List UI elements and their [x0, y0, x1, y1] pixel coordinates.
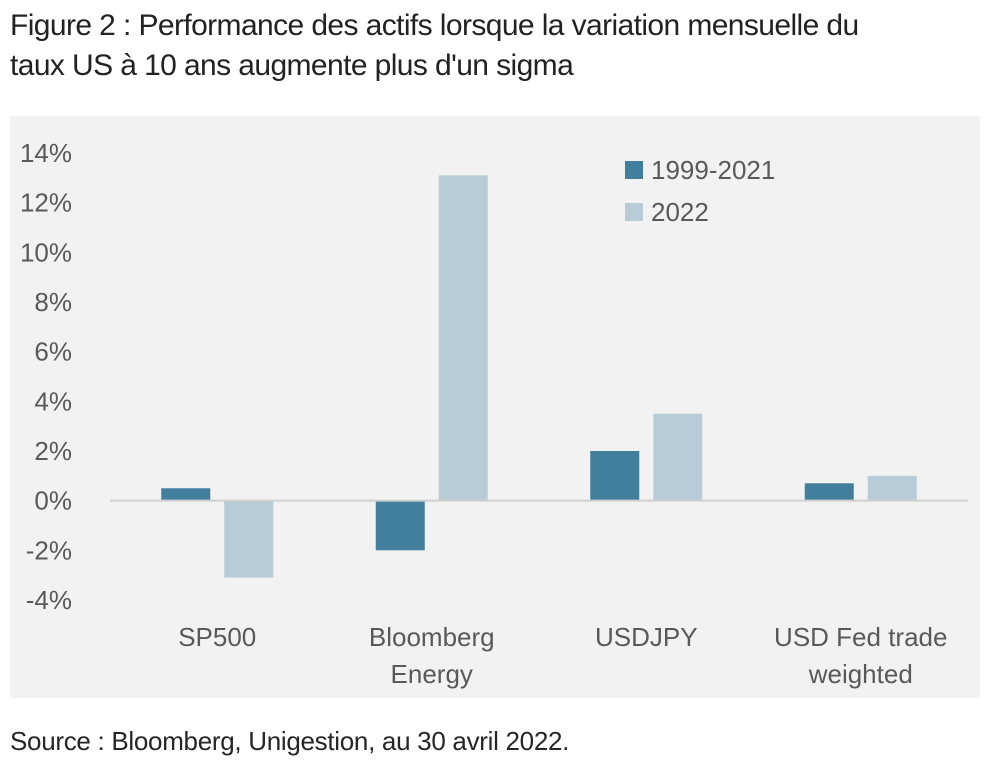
legend-label-2: 2022: [651, 197, 709, 227]
bar-1-2: [375, 500, 425, 551]
x-category-label: USDJPY: [595, 622, 698, 652]
y-tick-label: 0%: [34, 486, 72, 516]
y-tick-label: 14%: [20, 138, 72, 168]
y-axis-ticks: 14% 12% 10% 8% 6% 4% 2% 0% -2% -4%: [20, 138, 72, 615]
y-tick-label: -2%: [26, 535, 72, 565]
y-tick-label: -4%: [26, 585, 72, 615]
bars: [161, 175, 917, 578]
bar-chart: 14% 12% 10% 8% 6% 4% 2% 0% -2% -4% SP500 Bloomberg…: [20, 138, 968, 689]
x-category-label-line: USDJPY: [595, 622, 698, 652]
figure-title: Figure 2 : Performance des actifs lorsqu…: [10, 6, 985, 86]
y-tick-label: 4%: [34, 386, 72, 416]
bar-2-4: [867, 475, 917, 501]
y-tick-label: 12%: [20, 188, 72, 218]
x-category-label-line: SP500: [178, 622, 256, 652]
x-category-label-line: USD Fed trade: [774, 622, 947, 652]
bar-2-3: [653, 413, 703, 501]
figure-title-line-1: Figure 2 : Performance des actifs lorsqu…: [10, 9, 859, 42]
x-category-label-line: weighted: [808, 659, 913, 689]
y-tick-label: 6%: [34, 337, 72, 367]
x-category-label: Bloomberg Energy: [369, 622, 495, 689]
y-tick-label: 8%: [34, 287, 72, 317]
legend: 1999-2021 2022: [625, 155, 775, 227]
figure-title-line-2: taux US à 10 ans augmente plus d'un sigm…: [10, 49, 574, 82]
legend-swatch-1: [625, 161, 643, 179]
x-axis-labels: SP500 Bloomberg Energy USDJPY USD Fed trade w…: [178, 622, 947, 689]
legend-swatch-2: [625, 203, 643, 221]
bar-1-1: [161, 488, 211, 501]
bar-1-3: [590, 451, 640, 501]
bar-2-1: [224, 500, 274, 578]
bar-1-4: [804, 483, 854, 501]
y-tick-label: 2%: [34, 436, 72, 466]
x-category-label-line: Energy: [391, 659, 473, 689]
chart-panel: 14% 12% 10% 8% 6% 4% 2% 0% -2% -4% SP500 Bloomberg…: [10, 116, 980, 698]
bar-2-2: [438, 175, 488, 501]
x-category-label-line: Bloomberg: [369, 622, 495, 652]
legend-label-1: 1999-2021: [651, 155, 775, 185]
x-category-label: USD Fed trade weighted: [774, 622, 947, 689]
x-category-label: SP500: [178, 622, 256, 652]
source-note: Source : Bloomberg, Unigestion, au 30 av…: [10, 726, 570, 756]
y-tick-label: 10%: [20, 237, 72, 267]
